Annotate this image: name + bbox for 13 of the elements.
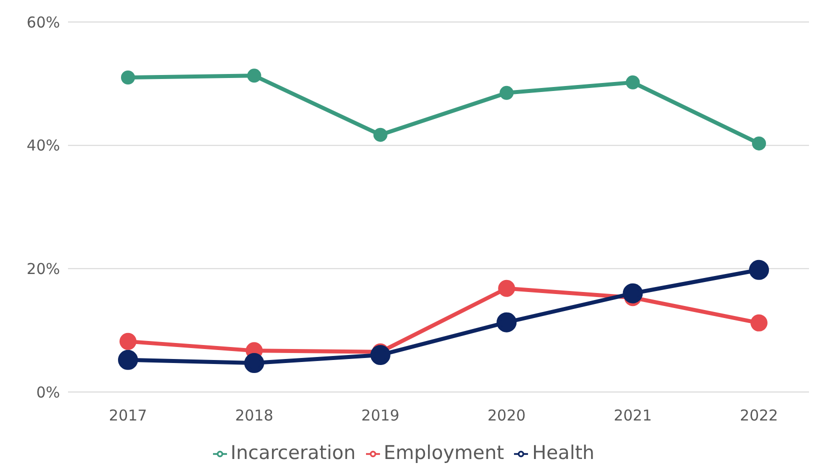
legend-label: Employment xyxy=(384,442,504,464)
legend-label: Incarceration xyxy=(230,442,356,464)
x-tick-label: 2019 xyxy=(361,406,400,425)
y-tick-label: 20% xyxy=(26,260,60,278)
x-tick-label: 2022 xyxy=(740,406,778,425)
x-tick-label: 2021 xyxy=(614,406,652,425)
x-tick-label: 2020 xyxy=(488,406,526,425)
legend-label: Health xyxy=(532,442,594,464)
y-tick-label: 40% xyxy=(26,136,60,155)
y-tick-label: 60% xyxy=(26,13,60,32)
x-tick-label: 2018 xyxy=(235,406,274,425)
x-tick-label: 2017 xyxy=(108,406,148,425)
y-tick-label: 0% xyxy=(36,383,60,402)
